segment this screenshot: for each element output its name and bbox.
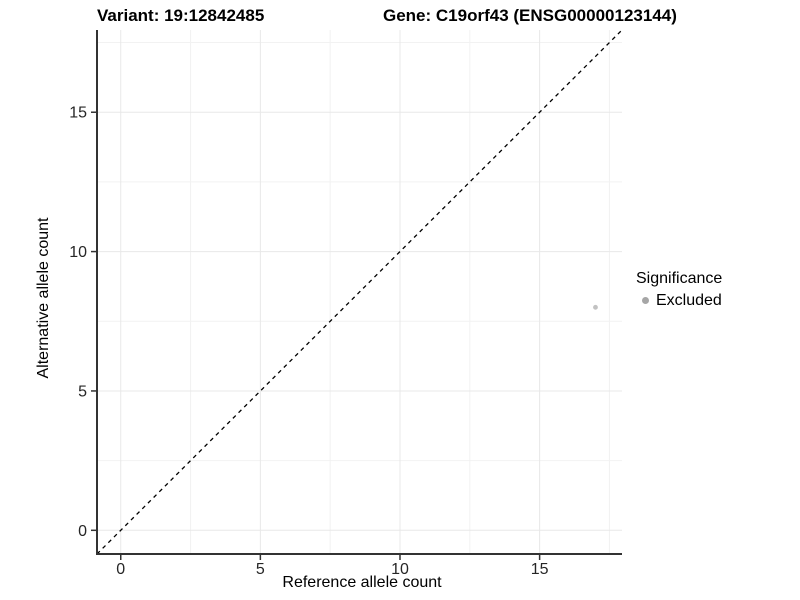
x-axis-title: Reference allele count [282, 574, 442, 591]
data-point [593, 304, 598, 310]
x-tick-label: 15 [531, 561, 549, 578]
legend-entry-label: Excluded [656, 292, 722, 309]
x-tick-label: 10 [391, 561, 409, 578]
legend-point-icon [642, 297, 649, 304]
y-tick-label: 0 [78, 523, 87, 540]
gene-title: Gene: C19orf43 (ENSG00000123144) [383, 6, 677, 25]
legend-entry: Excluded [636, 291, 722, 310]
legend: Significance Excluded [636, 269, 722, 310]
y-tick-label: 15 [69, 105, 87, 122]
x-tick-label: 5 [256, 561, 265, 578]
identity-line [96, 29, 623, 555]
variant-title: Variant: 19:12842485 [97, 6, 265, 25]
legend-title: Significance [636, 270, 723, 287]
y-axis-title: Alternative allele count [35, 217, 52, 379]
x-tick-label: 0 [116, 561, 125, 578]
y-tick-label: 5 [78, 383, 87, 400]
y-tick-label: 10 [69, 244, 87, 261]
